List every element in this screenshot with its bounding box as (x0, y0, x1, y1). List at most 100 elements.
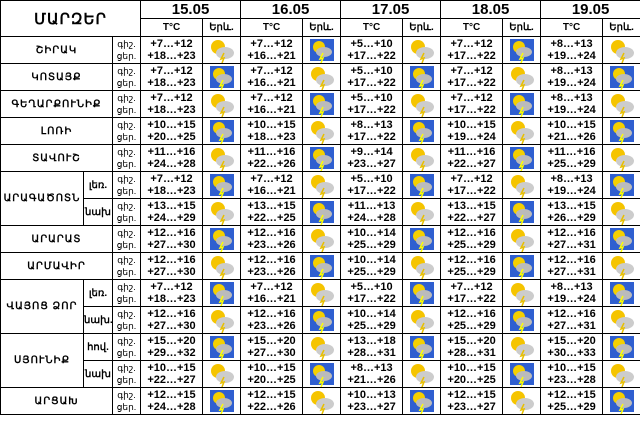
weather (502, 144, 542, 172)
night-temp: +10…+15 (547, 362, 596, 374)
region-row: ԱՐՄԱՎԻՐ գիշ. ցեր. +12…+16 +27…+30 +12…+16 +23…… (0, 252, 640, 280)
day-temp: +16…+21 (247, 50, 296, 62)
weather (402, 171, 442, 199)
day-label: ցեր. (116, 375, 137, 385)
temp-header: T°C (240, 18, 304, 37)
night-label: գիշ. (117, 147, 136, 157)
night-label: գիշ. (117, 390, 136, 400)
weather (302, 63, 342, 91)
temperature: +7…+12 +16…+21 (240, 90, 304, 118)
temp-header: T°C (440, 18, 504, 37)
weather-icon (310, 66, 334, 90)
day-temp: +16…+21 (247, 77, 296, 89)
day-temp: +19…+24 (547, 293, 596, 305)
region-name: ՇԻՐԱԿ (0, 36, 113, 64)
night-temp: +8…+13 (550, 92, 593, 104)
day-temp: +28…+31 (347, 347, 396, 359)
weather-icon (209, 173, 234, 198)
date: 16.05 (240, 0, 342, 19)
weather-icon (409, 281, 434, 306)
weather (502, 360, 542, 388)
weather-icon (209, 227, 234, 252)
night-temp: +13…+15 (247, 200, 296, 212)
weather-icon (510, 174, 534, 198)
night-temp: +10…+14 (347, 308, 396, 320)
sub-region: նախ. (83, 306, 113, 334)
weather (502, 306, 542, 334)
day-temp: +16…+21 (247, 293, 296, 305)
night-temp: +12…+15 (447, 389, 496, 401)
day-temp: +17…+22 (347, 131, 396, 143)
temperature: +8…+13 +19…+24 (540, 63, 604, 91)
weather-icon (610, 255, 634, 279)
date: 15.05 (140, 0, 242, 19)
weather (602, 279, 640, 307)
night-temp: +11…+16 (547, 146, 596, 158)
day-temp: +23…+28 (547, 374, 596, 386)
weather-icon (309, 362, 334, 387)
temperature: +10…+15 +23…+28 (540, 360, 604, 388)
weather (602, 387, 640, 415)
weather-icon (309, 146, 334, 171)
day-temp: +19…+24 (547, 185, 596, 197)
weather (402, 225, 442, 253)
weather-icon (209, 281, 234, 306)
temperature: +8…+13 +21…+26 (340, 360, 404, 388)
weather (602, 117, 640, 145)
weather-icon (309, 38, 334, 63)
night-label: գիշ. (117, 309, 136, 319)
region-name: ԱՐՑԱԽ (0, 387, 113, 415)
day-temp: +29…+32 (147, 347, 196, 359)
day-temp: +25…+29 (347, 266, 396, 278)
date: 19.05 (540, 0, 640, 19)
weather (302, 36, 342, 64)
night-temp: +10…+14 (347, 254, 396, 266)
day-temp: +21…+26 (347, 374, 396, 386)
weather-icon (209, 335, 234, 360)
weather (202, 90, 242, 118)
day-label: ցեր. (116, 78, 137, 88)
temperature: +12…+15 +23…+27 (440, 387, 504, 415)
weather-icon (410, 255, 434, 279)
region-row: ԱՐԱԳԱԾՈՏՆ լեռ. գիշ. ցեր. +7…+12 +18…+23 +7…+12… (0, 171, 640, 226)
temperature: +12…+16 +27…+31 (540, 225, 604, 253)
weather-icon (509, 92, 534, 117)
header-row: ՄԱՐԶԵՐ 15.05 16.05 17.05 18.05 19.05 (0, 0, 640, 37)
night-temp: +12…+16 (447, 227, 496, 239)
weather (202, 279, 242, 307)
weather (402, 252, 442, 280)
weather (602, 225, 640, 253)
title: ՄԱՐԶԵՐ (0, 0, 142, 37)
night-temp: +8…+13 (550, 65, 593, 77)
sub-region: նախ (83, 198, 113, 226)
temperature: +11…+16 +24…+28 (140, 144, 204, 172)
region-name: ՏԱՎՈՒՇ (0, 144, 113, 172)
weather (502, 90, 542, 118)
night-temp: +7…+12 (450, 173, 493, 185)
night-label: գիշ. (117, 93, 136, 103)
weather (502, 36, 542, 64)
temperature: +12…+16 +23…+26 (240, 306, 304, 334)
day-label: ցեր. (116, 159, 137, 169)
weather-icon (609, 281, 634, 306)
weather-icon (409, 65, 434, 90)
region-name: ԱՐԱԳԱԾՈՏՆ (0, 171, 84, 226)
temperature: +10…+14 +25…+29 (340, 306, 404, 334)
temperature: +10…+13 +23…+27 (340, 387, 404, 415)
temperature: +7…+12 +18…+23 (140, 171, 204, 199)
day-temp: +24…+28 (347, 212, 396, 224)
region-row: ՇԻՐԱԿ գիշ. ցեր. +7…+12 +18…+23 +7…+12 +16…+21 +… (0, 36, 640, 64)
weather-icon (209, 389, 234, 414)
weather-icon (410, 147, 434, 171)
day-temp: +25…+29 (547, 401, 596, 413)
day-label: ցեր. (116, 132, 137, 142)
weather (302, 279, 342, 307)
day-temp: +24…+29 (147, 212, 196, 224)
day-temp: +17…+22 (347, 104, 396, 116)
night-temp: +7…+12 (250, 281, 293, 293)
day-temp: +25…+29 (447, 239, 496, 251)
day-temp: +27…+30 (247, 347, 296, 359)
day-temp: +20…+25 (147, 131, 196, 143)
temperature: +7…+12 +17…+22 (440, 279, 504, 307)
